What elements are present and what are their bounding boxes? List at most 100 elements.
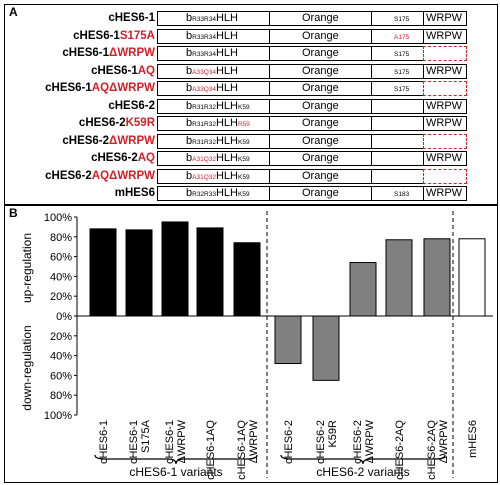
category-label: K59R	[327, 420, 339, 448]
basic-label: b	[186, 169, 193, 182]
wrpw-label: WRPW	[426, 12, 463, 24]
category-label: cHES6-2AQ	[426, 420, 438, 480]
hlh-label: HLH	[215, 169, 238, 182]
wrpw-label: WRPW	[426, 117, 463, 129]
category-label: cHES6-2	[315, 420, 327, 464]
bhlh-domain-label: bA31Q32HLHK59	[186, 152, 250, 166]
construct-row: cHES6-1 bR33R34HLH Orange S175 WRPW	[5, 11, 497, 26]
deleted-wrpw-box	[423, 81, 467, 96]
basic-residues: A33Q34	[192, 86, 216, 93]
panel-b: B 100% 80% 60% 40% 20% 0% 20% 40% 60% 80% 100% up-r…	[4, 205, 498, 483]
bhlh-domain-label: bA31Q32HLHK59	[186, 170, 250, 184]
deleted-wrpw-box	[423, 168, 467, 184]
y-tick-label: 80%	[50, 390, 72, 402]
orange-domain-label: Orange	[302, 134, 339, 147]
basic-residues: R33R34	[192, 16, 216, 23]
lysine-residue: K59	[238, 191, 250, 198]
y-axis-label-down: down-regulation	[20, 325, 34, 410]
orange-domain-label: Orange	[302, 117, 339, 129]
bhlh-domain-label: bR31R32HLHK59	[186, 100, 250, 114]
basic-label: b	[186, 117, 193, 129]
construct-base-name: cHES6-2	[62, 134, 110, 147]
wrpw-label: WRPW	[426, 64, 463, 77]
hlh-label: HLH	[215, 134, 238, 147]
bar	[89, 228, 117, 317]
bar	[312, 315, 340, 381]
construct-row: cHES6-2AQΔWRPW bA31Q32HLHK59 Orange	[5, 168, 497, 184]
group-label-1: cHES6-1 variants	[129, 465, 222, 479]
orange-domain-box: Orange	[269, 11, 373, 26]
orange-domain-box: Orange	[269, 28, 373, 44]
bhlh-domain-label: bR31R32HLHK59	[186, 135, 250, 149]
bhlh-domain-box: bA33Q34HLH	[157, 81, 271, 96]
basic-label: b	[186, 12, 193, 24]
category-label: ΔWRPW	[364, 419, 376, 463]
bhlh-domain-label: bA33Q34HLH	[186, 82, 238, 96]
y-tick-label: 60%	[50, 252, 72, 264]
construct-base-name: cHES6-1	[73, 29, 120, 42]
construct-row: cHES6-2K59R bR31R32HLHR59 Orange WRPW	[5, 116, 497, 131]
orange-domain-label: Orange	[302, 169, 339, 182]
construct-name: cHES6-2AQ	[5, 151, 155, 166]
construct-base-name: mHES6	[114, 187, 155, 199]
construct-base-name: cHES6-1	[62, 47, 110, 59]
orange-domain-label: Orange	[302, 99, 339, 112]
category-label: cHES6-1AQ	[236, 420, 248, 480]
hlh-label: HLH	[215, 187, 238, 199]
bhlh-domain-label: bR32R33HLHK59	[186, 187, 250, 201]
deleted-wrpw-box	[423, 133, 467, 149]
lysine-residue: K59	[238, 173, 250, 181]
orange-domain-box: Orange	[269, 98, 373, 114]
hlh-label: HLH	[215, 29, 238, 42]
group-label-2: cHES6-2 variants	[316, 465, 409, 479]
hlh-label: HLH	[215, 82, 238, 94]
bhlh-domain-label: bR33R34HLH	[186, 30, 238, 44]
basic-label: b	[186, 47, 193, 59]
orange-domain-label: Orange	[302, 187, 339, 199]
bar	[274, 315, 302, 365]
basic-residues: R31R32	[192, 121, 216, 128]
basic-label: b	[186, 99, 193, 112]
construct-base-name: cHES6-2	[78, 117, 126, 129]
hlh-label: HLH	[215, 12, 238, 24]
y-axis-label-up: up-regulation	[20, 233, 34, 303]
bhlh-domain-box: bR33R34HLH	[157, 46, 271, 61]
basic-residues: R31R32	[192, 103, 216, 111]
hlh-label: HLH	[215, 117, 238, 129]
basic-residues: R32R33	[192, 191, 216, 198]
site-box: S175	[371, 11, 425, 26]
phospho-site-label: S175	[394, 51, 410, 58]
orange-domain-box: Orange	[269, 186, 373, 201]
site-box	[371, 116, 425, 131]
basic-residues: A31Q32	[192, 156, 216, 163]
category-label: cHES6-2AQ	[394, 420, 406, 480]
bhlh-domain-box: bA31Q32HLHK59	[157, 151, 271, 166]
orange-domain-label: Orange	[302, 29, 339, 42]
construct-name: cHES6-2ΔWRPW	[5, 134, 155, 149]
construct-mutation: AQΔWRPW	[91, 82, 155, 94]
bhlh-domain-box: bR31R32HLHR59	[157, 116, 271, 131]
bhlh-domain-box: bA33Q34HLH	[157, 63, 271, 79]
orange-domain-label: Orange	[302, 12, 339, 24]
bar	[233, 242, 261, 317]
wrpw-motif-box: WRPW	[423, 151, 467, 166]
wrpw-motif-box: WRPW	[423, 98, 467, 114]
group-brace-2	[280, 454, 446, 465]
bar	[423, 238, 451, 317]
y-tick-label: 100%	[44, 212, 72, 224]
site-box: S183	[371, 186, 425, 201]
construct-row: cHES6-1AQΔWRPW bA33Q34HLH Orange S175	[5, 81, 497, 96]
bar-chart: 100% 80% 60% 40% 20% 0% 20% 40% 60% 80% 100% up-reg…	[20, 211, 493, 480]
construct-row: cHES6-2 bR31R32HLHK59 Orange WRPW	[5, 98, 497, 114]
bhlh-domain-label: bA33Q34HLH	[186, 65, 238, 79]
construct-name: cHES6-2AQΔWRPW	[5, 169, 155, 184]
construct-mutation: AQ	[137, 64, 155, 77]
orange-domain-box: Orange	[269, 81, 373, 96]
hlh-label: HLH	[215, 47, 238, 59]
bar	[385, 239, 413, 317]
bhlh-domain-label: bR33R34HLH	[186, 47, 238, 61]
deleted-wrpw-box	[423, 46, 467, 61]
category-label: cHES6-1AQ	[205, 420, 217, 480]
basic-label: b	[186, 134, 193, 147]
